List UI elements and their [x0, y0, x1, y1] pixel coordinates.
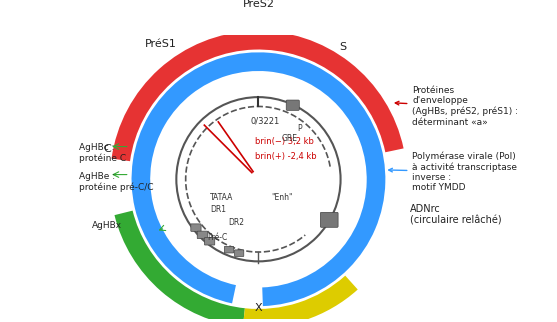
- FancyBboxPatch shape: [197, 231, 208, 239]
- Text: AgHBe :
protéine pré-C/C: AgHBe : protéine pré-C/C: [79, 172, 154, 192]
- FancyBboxPatch shape: [234, 250, 244, 256]
- Text: GRE: GRE: [282, 134, 298, 143]
- Text: P: P: [297, 124, 302, 133]
- Text: 0/3221: 0/3221: [251, 117, 280, 126]
- Wedge shape: [131, 52, 385, 306]
- Wedge shape: [243, 276, 358, 322]
- Wedge shape: [115, 211, 245, 322]
- FancyBboxPatch shape: [320, 213, 338, 227]
- Text: Pré-C: Pré-C: [207, 232, 227, 242]
- Text: Polymérase virale (Pol)
à activité transcriptase
inverse :
motif YMDD: Polymérase virale (Pol) à activité trans…: [389, 151, 517, 193]
- Text: DR2: DR2: [228, 218, 245, 227]
- Text: TATAA: TATAA: [210, 194, 233, 203]
- Text: "Enh": "Enh": [271, 194, 293, 203]
- FancyBboxPatch shape: [224, 246, 234, 253]
- Text: AgHBc :
protéine C: AgHBc : protéine C: [79, 143, 126, 163]
- Text: DR1: DR1: [210, 204, 226, 213]
- Wedge shape: [111, 31, 404, 161]
- FancyBboxPatch shape: [286, 100, 299, 110]
- Text: S: S: [339, 42, 346, 52]
- Text: brin(−) 3,2 kb: brin(−) 3,2 kb: [255, 137, 314, 147]
- Text: X: X: [255, 303, 262, 313]
- Text: ADNrc
(circulaire relâché): ADNrc (circulaire relâché): [409, 204, 501, 225]
- Text: PréS1: PréS1: [144, 39, 177, 49]
- FancyBboxPatch shape: [191, 224, 201, 231]
- Text: brin(+) -2,4 kb: brin(+) -2,4 kb: [255, 152, 316, 161]
- FancyBboxPatch shape: [204, 238, 215, 245]
- Text: Protéines
d'enveloppe
(AgHBs, préS2, préS1) :
déterminant «a»: Protéines d'enveloppe (AgHBs, préS2, pré…: [395, 86, 519, 127]
- Text: PréS2: PréS2: [242, 0, 275, 9]
- Text: C: C: [104, 144, 111, 154]
- Text: AgHBx: AgHBx: [92, 222, 123, 231]
